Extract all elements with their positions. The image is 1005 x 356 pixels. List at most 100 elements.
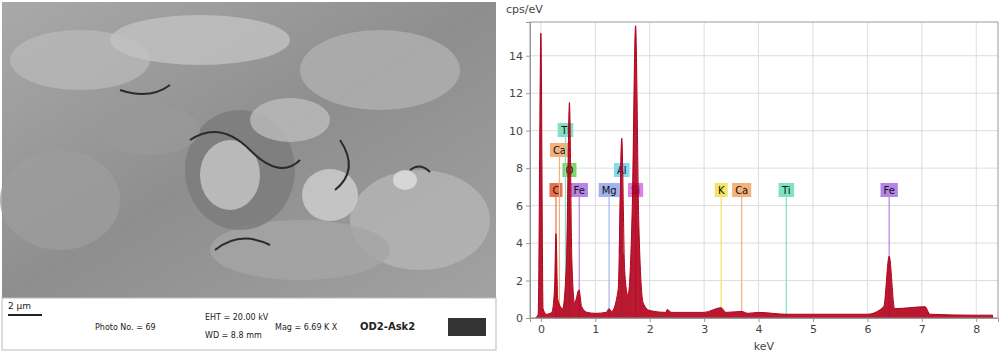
x-tick: 4 (756, 318, 763, 336)
x-tick-mark (976, 318, 977, 322)
grid-line (530, 243, 998, 244)
grid-line (530, 93, 998, 94)
y-tick-mark (526, 206, 530, 207)
y-tick-mark (526, 243, 530, 244)
y-tick: 10 (509, 125, 530, 138)
info-text: EHT = 20.00 kV (205, 313, 269, 322)
info-text: Photo No. = 69 (95, 323, 156, 332)
plot-frame (530, 22, 998, 318)
y-tick: 2 (516, 275, 530, 288)
grid-line (976, 22, 977, 318)
x-tick: 5 (810, 318, 817, 336)
element-label-box (558, 123, 574, 137)
grid-line (530, 280, 998, 281)
micrograph-image (2, 2, 496, 298)
y-tick-mark (526, 318, 530, 319)
micrograph-texture (335, 140, 349, 190)
micrograph-texture (0, 150, 120, 250)
grid (530, 22, 998, 318)
y-tick-label: 14 (509, 50, 523, 63)
element-line (559, 157, 560, 318)
element-label-box (549, 183, 562, 197)
element-label-box (732, 183, 751, 197)
micrograph-texture (190, 132, 300, 168)
grid-line (812, 22, 813, 318)
micrograph-texture (410, 166, 430, 172)
info-text: WD = 8.8 mm (205, 331, 262, 340)
element-label-text: C (552, 185, 559, 196)
y-tick-mark (526, 93, 530, 94)
element-label-box (779, 183, 795, 197)
element-lines (556, 137, 889, 318)
x-tick-mark (650, 318, 651, 322)
y-axis-title: cps/eV (506, 3, 543, 16)
micrograph-texture (100, 105, 200, 155)
element-label: Fe (571, 183, 588, 197)
element-label: Ca (550, 143, 569, 157)
element-label: Fe (880, 183, 897, 197)
y-axis: 0 2 4 6 8 10 12 14 (509, 23, 531, 326)
x-tick: 2 (647, 318, 654, 336)
grid-line (649, 22, 650, 318)
y-tick: 0 (516, 312, 530, 325)
grid-line (530, 168, 998, 169)
micrograph-texture (300, 30, 460, 110)
element-label-box (599, 183, 620, 197)
logo (448, 318, 486, 336)
element-label-box (571, 183, 588, 197)
spectrum (535, 26, 992, 318)
grid-line (704, 22, 705, 318)
element-label-text: Fe (883, 185, 894, 196)
grid-line (530, 205, 998, 206)
element-line (786, 197, 787, 318)
element-label-text: Fe (574, 185, 585, 196)
y-tick: 4 (516, 237, 530, 250)
element-label-box (715, 183, 728, 197)
x-tick-mark (813, 318, 814, 322)
element-label-box (550, 143, 569, 157)
x-axis: 012345678 (531, 318, 999, 336)
element-line (609, 197, 610, 318)
x-tick-label: 1 (592, 323, 599, 336)
x-tick-label: 0 (538, 323, 545, 336)
x-tick-mark (541, 318, 542, 322)
x-tick-label: 6 (864, 323, 871, 336)
x-tick-mark (704, 318, 705, 322)
page: 2 µm Photo No. = 69 EHT = 20.00 kV WD = 8.8… (0, 0, 1005, 356)
x-tick-mark (595, 318, 596, 322)
x-tick-mark (867, 318, 868, 322)
plot-area (535, 26, 992, 318)
x-axis-title: keV (754, 340, 775, 353)
y-tick-label: 0 (516, 312, 523, 325)
y-tick-label: 2 (516, 275, 523, 288)
element-label: Ti (558, 123, 574, 137)
x-tick: 1 (592, 318, 599, 336)
micrograph-texture (250, 98, 330, 142)
x-tick: 7 (919, 318, 926, 336)
element-label-text: Mg (602, 185, 617, 196)
element-label: Ca (732, 183, 751, 197)
grid-line (530, 130, 998, 131)
micrograph (0, 2, 496, 298)
grid-line (867, 22, 868, 318)
element-label-text: Ca (553, 145, 566, 156)
x-tick: 8 (973, 318, 980, 336)
y-tick: 8 (516, 162, 530, 175)
element-line (721, 197, 722, 318)
y-tick: 6 (516, 200, 530, 213)
info-text: 2 µm (8, 301, 31, 311)
micrograph-texture (120, 85, 170, 94)
element-line (741, 197, 742, 318)
spectrum-chart: COCaTiFeMgSiAlKCaTiFe0123456780246810121… (506, 3, 999, 353)
y-tick-label: 12 (509, 87, 523, 100)
y-tick: 14 (509, 50, 530, 63)
y-tick-mark (526, 168, 530, 169)
element-label-text: Ti (781, 185, 791, 196)
element-label-text: Ca (735, 185, 748, 196)
micrograph-texture (302, 169, 358, 221)
x-tick-mark (759, 318, 760, 322)
element-label-text: K (718, 185, 725, 196)
element-label: C (549, 183, 562, 197)
x-tick-label: 5 (810, 323, 817, 336)
micrograph-texture (393, 170, 417, 190)
